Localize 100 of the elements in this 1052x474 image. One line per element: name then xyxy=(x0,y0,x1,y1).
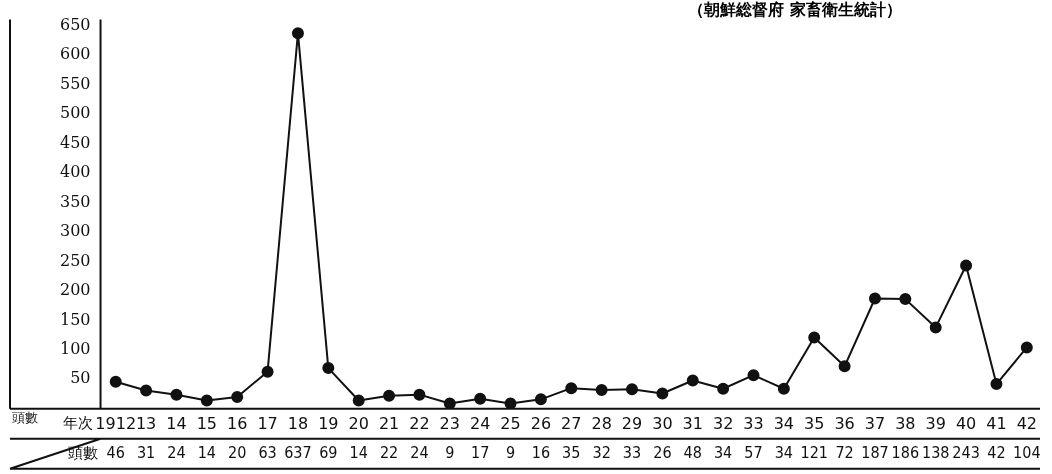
data-label: 16 xyxy=(531,442,551,462)
x-tick-label: 31 xyxy=(682,413,703,433)
y-tick-label: 100 xyxy=(59,338,91,358)
data-label: 46 xyxy=(106,442,125,462)
x-tick-label: 36 xyxy=(834,413,855,433)
point xyxy=(1020,341,1033,354)
y-tick-label: 550 xyxy=(59,73,91,93)
point xyxy=(261,365,274,378)
point xyxy=(595,383,608,396)
data-label: 72 xyxy=(835,442,854,462)
data-label: 24 xyxy=(167,442,186,462)
data-label: 26 xyxy=(653,442,672,462)
y-tick-label: 500 xyxy=(59,103,91,123)
data-label: 34 xyxy=(774,442,794,462)
x-tick-label: 20 xyxy=(348,413,369,433)
x-tick-label: 37 xyxy=(864,413,886,433)
point xyxy=(383,389,396,402)
point xyxy=(474,392,487,405)
point xyxy=(838,360,851,373)
data-label: 33 xyxy=(622,442,642,462)
x-tick-label: 39 xyxy=(925,413,946,433)
y-axis-title: 頭數 xyxy=(12,410,38,426)
data-label: 24 xyxy=(410,442,429,462)
x-tick-label: 19 xyxy=(318,413,339,433)
x-tick-label: 40 xyxy=(955,413,977,433)
point xyxy=(565,382,578,395)
data-label: 14 xyxy=(197,442,216,462)
point xyxy=(140,384,153,397)
data-label: 57 xyxy=(744,442,763,462)
text: 頭數 xyxy=(67,443,98,462)
x-tick-label: 28 xyxy=(591,413,612,433)
point xyxy=(747,369,760,382)
data-label: 138 xyxy=(921,442,950,462)
y-tick-label: 600 xyxy=(59,44,91,64)
x-tick-label: 29 xyxy=(621,413,643,433)
data-label: 31 xyxy=(136,442,156,462)
y-tick-label: 250 xyxy=(59,250,91,270)
x-tick-label: 26 xyxy=(530,413,552,433)
data-label: 20 xyxy=(228,442,247,462)
data-label: 14 xyxy=(349,442,368,462)
point xyxy=(352,394,365,407)
x-tick-label: 41 xyxy=(986,413,1007,433)
x-axis-title: 年次 xyxy=(62,413,93,432)
x-tick-label: 42 xyxy=(1016,413,1037,433)
point xyxy=(990,378,1003,391)
point xyxy=(109,375,122,388)
data-label: 35 xyxy=(562,442,581,462)
point xyxy=(443,397,456,409)
x-tick-label: 17 xyxy=(257,413,278,433)
x-tick-label: 24 xyxy=(469,413,491,433)
data-label: 121 xyxy=(800,442,828,462)
point xyxy=(200,394,213,407)
data-label: 32 xyxy=(592,442,611,462)
point xyxy=(231,391,244,404)
data-label: 63 xyxy=(258,442,277,462)
data-label: 17 xyxy=(471,442,490,462)
x-tick-label: 32 xyxy=(712,413,734,433)
point xyxy=(808,331,821,344)
data-label: 187 xyxy=(861,442,889,462)
point xyxy=(170,388,183,401)
point xyxy=(868,292,881,305)
x-tick-label: 27 xyxy=(561,413,582,433)
point xyxy=(626,383,639,396)
x-tick-label: 18 xyxy=(287,413,309,433)
x-tick-label: 21 xyxy=(378,413,400,433)
y-tick-label: 650 xyxy=(59,14,91,34)
data-label: 9 xyxy=(505,442,516,462)
data-label: 9 xyxy=(445,442,455,462)
x-tick-label: 22 xyxy=(409,413,430,433)
x-tick-label: 15 xyxy=(196,413,218,433)
data-label: 243 xyxy=(952,442,980,462)
x-tick-label: 30 xyxy=(652,413,673,433)
data-label: 186 xyxy=(891,442,920,462)
x-tick-label: 25 xyxy=(500,413,521,433)
y-tick-label: 200 xyxy=(59,280,91,300)
point xyxy=(291,27,304,40)
data-label: 104 xyxy=(1013,442,1041,462)
data-label: 42 xyxy=(987,442,1006,462)
y-tick-label: 300 xyxy=(59,221,91,241)
x-tick-label: 33 xyxy=(743,413,764,433)
x-tick-label: 23 xyxy=(439,413,460,433)
data-label: 637 xyxy=(284,442,312,462)
point xyxy=(929,321,942,334)
data-label: 34 xyxy=(713,442,733,462)
x-tick-label: 14 xyxy=(166,413,187,433)
y-tick-label: 50 xyxy=(70,368,91,388)
point xyxy=(413,388,426,401)
data-label: 48 xyxy=(683,442,702,462)
x-tick-label: 13 xyxy=(135,413,157,433)
point xyxy=(717,382,730,395)
y-tick-label: 450 xyxy=(59,132,91,152)
x-tick-label: 34 xyxy=(773,413,795,433)
point xyxy=(504,397,517,409)
point xyxy=(656,387,669,400)
data-label: 69 xyxy=(319,442,338,462)
x-tick-label: 38 xyxy=(895,413,916,433)
point xyxy=(960,259,973,272)
y-tick-label: 400 xyxy=(59,162,91,182)
point xyxy=(686,374,699,387)
point xyxy=(777,382,790,395)
